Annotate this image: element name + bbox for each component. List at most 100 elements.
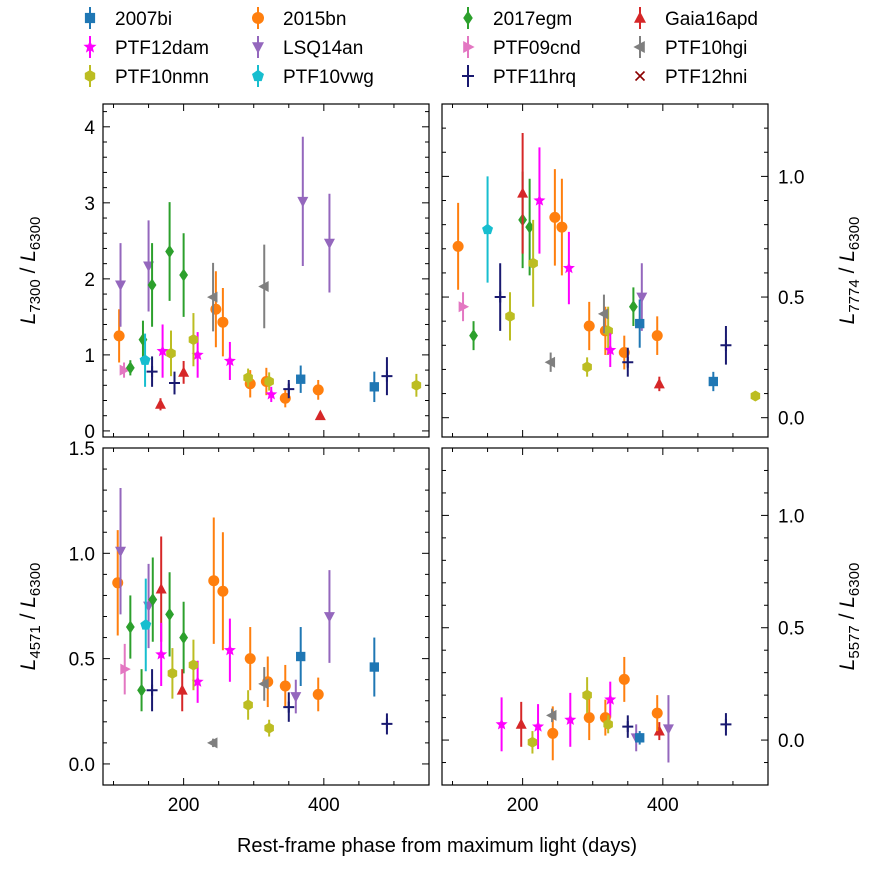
data-point	[296, 627, 306, 687]
data-points	[112, 488, 393, 749]
point-marker	[148, 593, 158, 607]
data-point	[381, 713, 393, 735]
point-marker	[290, 692, 302, 703]
point-marker	[708, 376, 718, 387]
point-marker	[243, 699, 253, 711]
point-marker	[176, 684, 188, 695]
point-marker	[217, 585, 229, 597]
data-point	[323, 570, 335, 663]
data-point	[381, 357, 393, 396]
legend-label: PTF09cnd	[493, 38, 581, 59]
data-points	[452, 132, 761, 402]
legend-marker	[462, 70, 474, 82]
x-tick-label: 200	[507, 795, 539, 816]
data-point	[597, 294, 609, 334]
data-point	[411, 373, 422, 397]
data-point	[179, 233, 189, 317]
data-point	[178, 360, 190, 384]
data-point	[167, 648, 178, 699]
point-marker	[154, 398, 166, 409]
point-marker	[505, 310, 515, 322]
axes-frame	[441, 447, 769, 786]
point-marker	[244, 653, 256, 665]
data-point	[603, 715, 613, 734]
data-point	[169, 371, 181, 395]
data-point	[532, 704, 545, 750]
data-point	[720, 713, 732, 736]
data-point	[469, 321, 478, 351]
point-marker	[381, 718, 393, 730]
legend-entry: Gaia16apd	[634, 7, 758, 30]
data-point	[156, 324, 169, 378]
legend-marker	[463, 41, 475, 53]
point-marker	[165, 607, 175, 621]
data-point	[165, 572, 175, 657]
point-marker	[169, 377, 181, 389]
point-marker	[720, 718, 732, 730]
legend-marker	[634, 11, 646, 23]
point-marker	[155, 583, 167, 594]
data-point	[582, 677, 592, 714]
x-tick-label: 200	[168, 795, 200, 816]
data-point	[458, 292, 470, 322]
data-point	[604, 333, 617, 368]
data-point	[583, 301, 595, 351]
data-point	[651, 695, 663, 732]
data-point	[179, 601, 189, 674]
y-tick-label: 3	[84, 194, 95, 215]
point-marker	[323, 612, 335, 623]
y-tick-label: 0.5	[69, 650, 95, 671]
point-marker	[494, 291, 506, 303]
point-marker	[635, 318, 645, 329]
point-marker	[635, 733, 645, 743]
point-marker	[482, 223, 494, 235]
legend-entry: LSQ14an	[252, 36, 363, 59]
point-marker	[653, 725, 665, 736]
point-marker	[208, 575, 220, 587]
legend-label: 2017egm	[493, 9, 572, 30]
point-marker	[125, 361, 135, 375]
data-point	[112, 530, 124, 636]
panel-bottom-right: 200 400 0.0 0.5 1.0 L5577 / L6300	[441, 447, 863, 816]
point-marker	[279, 680, 291, 692]
y-tick-label: 0.5	[778, 619, 804, 640]
legend: 2007bi 2015bn 2017egm Gaia16apd PTF12dam LSQ1…	[83, 7, 758, 88]
point-marker	[636, 292, 648, 304]
data-point	[604, 681, 617, 718]
data-point	[556, 178, 568, 276]
point-marker	[622, 356, 634, 368]
data-point	[283, 379, 295, 399]
legend-marker	[84, 12, 96, 24]
y-tick-label: 4	[84, 118, 95, 139]
point-marker	[517, 187, 529, 198]
point-marker	[191, 348, 204, 361]
point-marker	[156, 344, 169, 357]
legend-entry: 2007bi	[84, 7, 172, 30]
data-point	[517, 132, 529, 254]
data-point	[258, 667, 269, 701]
point-marker	[165, 244, 175, 259]
point-marker	[283, 701, 295, 713]
point-marker	[179, 268, 189, 282]
legend-marker	[463, 10, 473, 26]
data-point	[125, 360, 135, 376]
data-point	[452, 202, 464, 290]
panel-bottom-left: 200 400 0.0 0.5 1.0 1.5 L4571 / L6300	[17, 439, 430, 816]
data-point	[720, 326, 732, 365]
point-marker	[618, 673, 630, 685]
legend-label: PTF10nmn	[115, 67, 209, 88]
data-point	[582, 357, 592, 377]
data-point	[544, 352, 556, 372]
data-point	[297, 136, 309, 266]
data-point	[549, 169, 561, 266]
point-marker	[597, 308, 609, 320]
data-point	[146, 356, 158, 387]
point-marker	[140, 619, 152, 630]
legend-entry: PTF10hgi	[633, 36, 747, 59]
data-point	[140, 578, 152, 672]
legend-label: 2015bn	[283, 9, 346, 30]
x-tick-label: 400	[308, 795, 340, 816]
point-marker	[544, 356, 556, 368]
data-point	[223, 341, 236, 380]
point-marker	[469, 329, 478, 343]
